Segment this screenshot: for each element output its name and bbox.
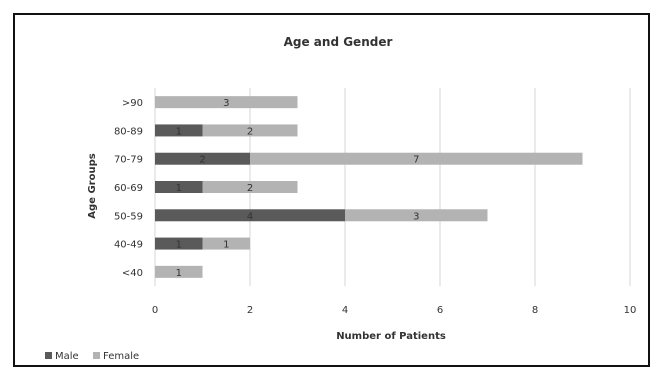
data-label: 3 — [223, 98, 229, 109]
x-tick-label: 6 — [437, 305, 443, 316]
bar-male — [155, 181, 203, 193]
data-label: 2 — [199, 155, 205, 166]
y-tick-label: 40-49 — [114, 240, 143, 251]
chart-title: Age and Gender — [284, 35, 393, 49]
gridlines — [154, 88, 631, 286]
chart-frame — [13, 13, 650, 367]
bar-female — [202, 237, 250, 250]
x-tick-label: 4 — [342, 305, 348, 316]
bar-female — [202, 124, 298, 137]
bar-male — [155, 209, 345, 222]
bar-female — [155, 265, 203, 278]
y-tick-label: 50-59 — [114, 211, 143, 222]
x-tick-label: 2 — [247, 305, 253, 316]
bar-male — [155, 124, 203, 137]
legend-label: Male — [55, 351, 79, 362]
legend-label: Female — [103, 351, 139, 362]
y-tick-label: <40 — [122, 268, 143, 279]
bar-female — [155, 96, 298, 109]
bar-male — [155, 152, 250, 165]
data-label: 1 — [176, 240, 182, 251]
y-axis-label: Age Groups — [87, 153, 98, 218]
legend-swatch-female — [93, 352, 100, 359]
legend-swatch-male — [45, 352, 52, 359]
x-tick-labels: 0 2 4 6 8 10 — [152, 305, 637, 316]
bar-female — [345, 209, 488, 222]
data-label: 1 — [223, 240, 229, 251]
y-tick-labels: >90 80-89 70-79 60-69 50-59 40-49 <40 — [114, 98, 143, 279]
data-label: 1 — [176, 268, 182, 279]
y-tick-label: >90 — [122, 98, 143, 109]
y-tick-label: 70-79 — [114, 155, 143, 166]
x-tick-label: 10 — [624, 305, 637, 316]
y-tick-label: 80-89 — [114, 126, 143, 137]
data-label: 1 — [176, 126, 182, 137]
bar-female — [250, 152, 583, 165]
data-label: 4 — [247, 211, 253, 222]
data-label: 3 — [413, 211, 419, 222]
legend: Male Female — [45, 351, 139, 362]
x-tick-label: 0 — [152, 305, 158, 316]
data-label: 7 — [413, 155, 419, 166]
data-label: 2 — [247, 183, 253, 194]
y-tick-label: 60-69 — [114, 183, 143, 194]
bars: 03122712431101 — [155, 96, 583, 279]
x-axis-label: Number of Patients — [336, 331, 446, 342]
bar-female — [202, 181, 298, 193]
bar-male — [155, 237, 203, 250]
data-label: 1 — [176, 183, 182, 194]
data-label: 2 — [247, 126, 253, 137]
x-tick-label: 8 — [532, 305, 538, 316]
